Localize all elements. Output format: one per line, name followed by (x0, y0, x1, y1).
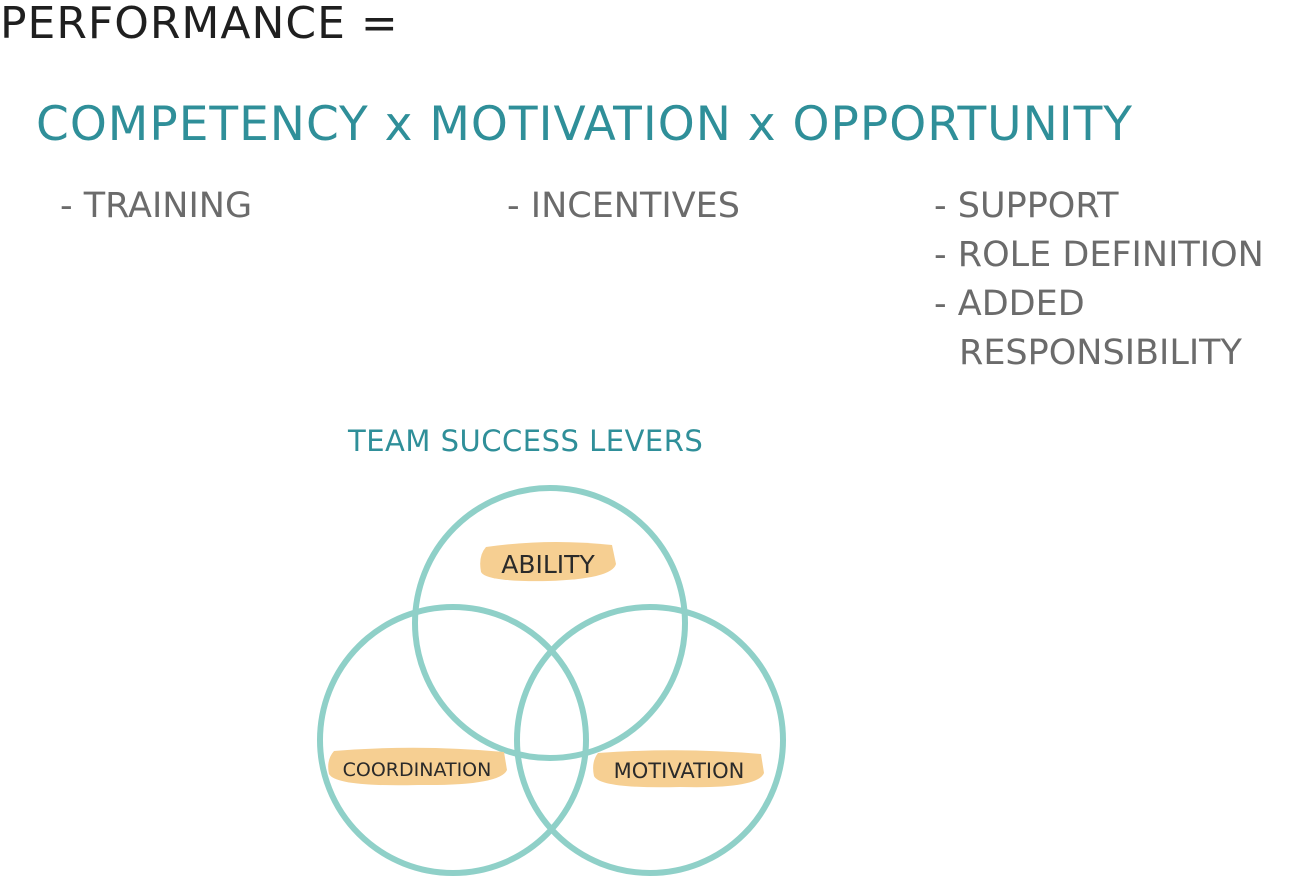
highlight-motivation (593, 750, 764, 788)
venn-highlights (328, 541, 764, 788)
performance-equation: COMPETENCY x MOTIVATION x OPPORTUNITY (36, 97, 1134, 152)
headline: PERFORMANCE = (0, 0, 399, 49)
venn-circles (317, 485, 786, 876)
venn-circle-ability (412, 485, 688, 761)
factor-responsibility: RESPONSIBILITY (959, 333, 1242, 373)
opportunity-factors: - SUPPORT - ROLE DEFINITION - ADDED RESP… (934, 182, 1264, 378)
diagram-title: TEAM SUCCESS LEVERS (348, 424, 704, 458)
venn-labels: ABILITY COORDINATION MOTIVATION (343, 550, 745, 783)
factor-role-definition: - ROLE DEFINITION (934, 235, 1264, 275)
factor-added: - ADDED (934, 284, 1085, 324)
factor-support: - SUPPORT (934, 186, 1119, 226)
competency-factors: - TRAINING (60, 182, 252, 231)
label-coordination: COORDINATION (343, 759, 492, 781)
highlight-ability (480, 541, 616, 582)
label-motivation: MOTIVATION (614, 759, 745, 783)
label-ability: ABILITY (501, 550, 595, 579)
factor-incentives: - INCENTIVES (507, 186, 740, 226)
highlight-coordination (328, 747, 507, 786)
factor-training: - TRAINING (60, 186, 253, 226)
venn-circle-coordination (317, 604, 589, 876)
venn-circle-motivation (514, 604, 786, 876)
motivation-factors: - INCENTIVES (507, 182, 740, 231)
